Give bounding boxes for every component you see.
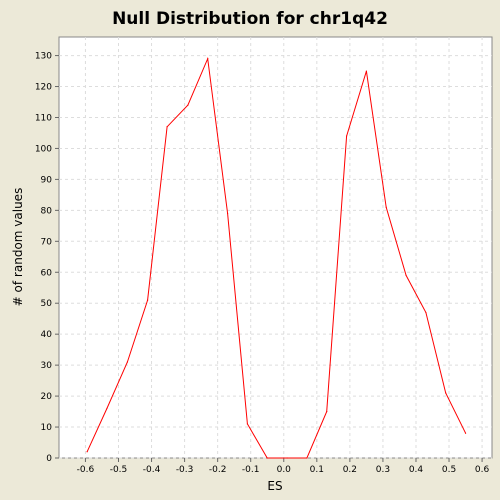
y-tick-label: 120 <box>35 83 52 93</box>
data-point <box>345 135 348 137</box>
data-point <box>166 126 168 128</box>
data-point <box>86 451 88 453</box>
y-tick-label: 130 <box>35 52 52 62</box>
data-point <box>207 58 209 60</box>
series-layer <box>86 56 467 459</box>
data-point <box>246 423 249 425</box>
y-tick-label: 90 <box>41 175 53 185</box>
x-tick-label: -0.6 <box>77 465 95 475</box>
data-point <box>385 206 387 208</box>
chart-title: Null Distribution for chr1q42 <box>112 9 388 29</box>
x-tick-label: 0.6 <box>475 465 490 475</box>
y-tick-label: 50 <box>41 299 53 309</box>
y-tick-label: 100 <box>35 144 52 154</box>
x-tick-label: -0.1 <box>242 465 260 475</box>
data-point <box>187 104 189 106</box>
x-tick-label: -0.5 <box>110 465 128 475</box>
data-point <box>365 70 367 72</box>
y-tick-label: 80 <box>41 206 53 216</box>
x-tick-label: -0.4 <box>143 465 161 475</box>
data-point <box>286 457 288 459</box>
x-tick-label: -0.2 <box>209 465 227 475</box>
data-point <box>146 299 149 301</box>
data-point <box>326 410 328 413</box>
x-axis-label: ES <box>267 479 282 493</box>
y-tick-label: 110 <box>35 113 52 123</box>
data-point <box>464 432 467 434</box>
data-point <box>126 361 129 363</box>
y-tick-label: 20 <box>41 392 53 402</box>
data-point <box>266 457 268 459</box>
x-tick-label: 0.4 <box>409 465 424 475</box>
series-line <box>86 56 467 459</box>
data-point <box>445 392 447 394</box>
y-tick-label: 0 <box>46 454 52 464</box>
grid <box>59 37 492 459</box>
y-tick-label: 40 <box>41 330 53 340</box>
x-tick-label: 0.2 <box>343 465 357 475</box>
y-axis-label: # of random values <box>11 188 25 307</box>
data-point <box>425 311 427 314</box>
x-tick-label: 0.1 <box>310 465 324 475</box>
data-point <box>106 407 108 410</box>
ticks: -0.6 -0.5 -0.4 -0.3 -0.2 -0.1 0.0 0.1 0.2 0.3 0.4 0… <box>35 52 490 475</box>
data-point <box>306 457 308 459</box>
data-point <box>226 212 229 215</box>
x-tick-label: -0.3 <box>176 465 194 475</box>
x-tick-label: 0.5 <box>442 465 456 475</box>
x-tick-label: 0.3 <box>376 465 390 475</box>
y-tick-label: 10 <box>41 423 53 433</box>
plot-area <box>58 36 493 459</box>
y-tick-label: 30 <box>41 361 53 371</box>
x-tick-label: 0.0 <box>277 465 292 475</box>
y-tick-label: 60 <box>41 268 53 278</box>
y-tick-label: 70 <box>41 237 53 247</box>
data-point <box>405 274 407 276</box>
